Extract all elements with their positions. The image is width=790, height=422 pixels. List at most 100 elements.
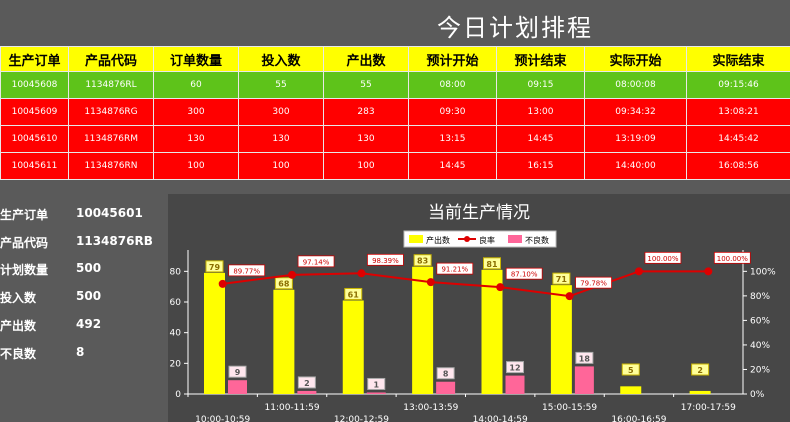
schedule-cell: 1134876RL (68, 71, 154, 99)
output-data-label: 68 (278, 280, 290, 289)
schedule-cell: 14:45:42 (686, 125, 790, 153)
defect-data-label: 1 (373, 380, 379, 389)
schedule-cell: 130 (323, 125, 409, 153)
yield-data-label: 89.77% (233, 267, 260, 275)
schedule-cell: 283 (323, 98, 409, 126)
legend-label-output: 产出数 (426, 235, 450, 245)
info-value: 492 (76, 317, 102, 331)
bar-defect (574, 366, 594, 394)
schedule-cell: 10045610 (0, 125, 69, 153)
y-left-tick-label: 0 (175, 390, 181, 400)
yield-label-box (297, 255, 335, 268)
header-order: 生产订单 (0, 46, 69, 72)
schedule-cell: 300 (153, 98, 239, 126)
schedule-cell: 100 (323, 152, 409, 180)
output-data-label: 71 (556, 275, 568, 284)
output-label-box (205, 260, 224, 273)
x-tick-label: 10:00-10:59 (195, 415, 250, 422)
schedule-cell: 09:15:46 (686, 71, 790, 99)
schedule-cell: 08:00 (408, 71, 497, 99)
info-label: 投入数 (0, 291, 37, 305)
output-label-box (413, 254, 432, 267)
schedule-cell: 55 (323, 71, 409, 99)
output-data-label: 2 (697, 366, 703, 375)
defect-data-label: 18 (579, 354, 591, 363)
bar-output (550, 285, 572, 394)
yield-point (288, 270, 297, 279)
x-tick-label: 16:00-16:59 (611, 415, 666, 422)
yield-label-box (644, 251, 682, 264)
bar-output (481, 269, 503, 394)
yield-label-box (228, 264, 266, 277)
header-product-code: 产品代码 (68, 46, 154, 72)
schedule-row: 10045608 1134876RL 60 55 55 08:00 09:15 08:00:0… (0, 71, 790, 99)
yield-data-label: 87.10% (511, 271, 538, 279)
bar-output (620, 386, 642, 394)
yield-point (565, 292, 574, 301)
x-tick-label: 14:00-14:59 (473, 415, 528, 422)
legend-label-yield: 良率 (479, 235, 495, 245)
schedule-cell: 55 (238, 71, 324, 99)
output-data-label: 5 (628, 366, 634, 375)
schedule-cell: 60 (153, 71, 239, 99)
header-actual-end: 实际结束 (686, 46, 790, 72)
defect-data-label: 2 (304, 379, 310, 388)
schedule-header-row: 生产订单 产品代码 订单数量 投入数 产出数 预计开始 预计结束 实际开始 实际… (0, 46, 790, 72)
schedule-cell: 1134876RG (68, 98, 154, 126)
yield-data-label: 98.39% (372, 257, 399, 265)
bar-defect (366, 392, 386, 394)
yield-data-label: 100.00% (717, 255, 748, 263)
defect-label-box (297, 376, 316, 389)
defect-label-box (436, 367, 455, 380)
schedule-row: 10045610 1134876RM 130 130 130 13:15 14:45 13:1… (0, 125, 790, 153)
info-value: 1134876RB (76, 234, 153, 248)
header-output: 产出数 (323, 46, 409, 72)
schedule-cell: 10045609 (0, 98, 69, 126)
legend-label-defect: 不良数 (525, 235, 549, 245)
x-tick-label: 13:00-13:59 (403, 403, 458, 413)
production-chart: 0204060800%20%40%60%80%100%10:00-10:5911… (170, 230, 776, 422)
x-tick-label: 12:00-12:59 (334, 415, 389, 422)
header-planned-start: 预计开始 (408, 46, 497, 72)
yield-point (704, 267, 713, 276)
schedule-cell: 09:34:32 (584, 98, 687, 126)
schedule-cell: 10045611 (0, 152, 69, 180)
bar-output (689, 390, 711, 394)
info-value: 10045601 (76, 206, 143, 220)
info-value: 8 (76, 345, 85, 359)
defect-data-label: 12 (509, 364, 520, 373)
y-right-tick-label: 20% (750, 365, 770, 375)
schedule-cell: 130 (153, 125, 239, 153)
info-label: 产品代码 (0, 236, 49, 250)
y-left-tick-label: 20 (170, 359, 182, 369)
info-value: 500 (76, 261, 102, 275)
bar-defect (297, 390, 317, 394)
output-label-box (344, 287, 363, 300)
schedule-row: 10045611 1134876RN 100 100 100 14:45 16:15 14:4… (0, 152, 790, 180)
y-left-tick-label: 60 (170, 298, 182, 308)
yield-label-box (713, 251, 751, 264)
output-data-label: 61 (348, 290, 360, 299)
schedule-cell: 13:08:21 (686, 98, 790, 126)
yield-label-box (436, 262, 474, 275)
y-right-tick-label: 0% (750, 390, 765, 400)
info-label: 生产订单 (0, 208, 49, 222)
bar-defect (436, 381, 456, 394)
output-label-box (621, 363, 640, 376)
defect-label-box (367, 377, 386, 390)
yield-data-label: 97.14% (303, 258, 330, 266)
yield-point (634, 267, 643, 276)
info-label: 计划数量 (0, 263, 49, 277)
chart-title: 当前生产情况 (428, 203, 530, 223)
bar-defect (505, 375, 525, 394)
output-label-box (483, 257, 501, 270)
chart-panel: 当前生产情况 0 20 40 60 80 0% 20% 40% 60% 80% 100% 10:00-… (168, 194, 790, 422)
output-label-box (274, 277, 293, 290)
bar-defect (228, 380, 247, 394)
defect-label-box (228, 365, 247, 378)
yield-line (222, 270, 709, 298)
header-order-qty: 订单数量 (153, 46, 239, 72)
y-right-tick-label: 80% (750, 292, 770, 302)
yield-label-box (505, 267, 543, 280)
schedule-cell: 13:00 (496, 98, 585, 126)
